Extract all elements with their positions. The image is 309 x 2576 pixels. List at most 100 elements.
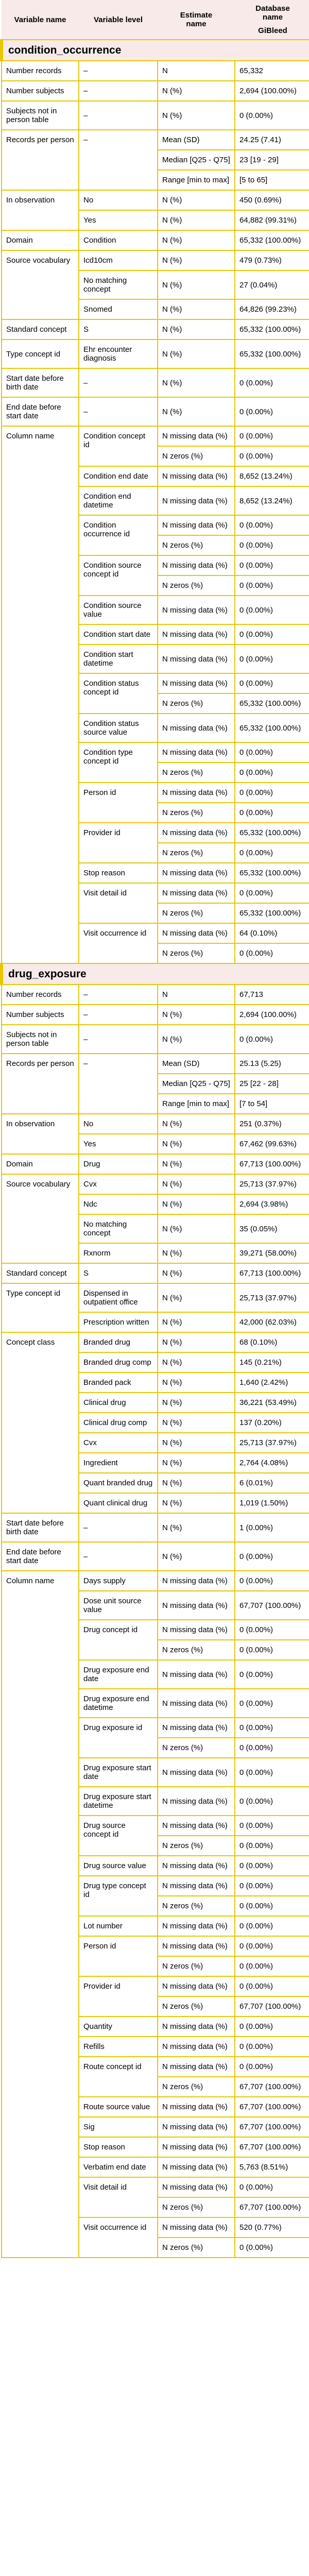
- variable-cell: Source vocabulary: [1, 1174, 79, 1264]
- data-row: Drug exposure start date N missing data (…: [2, 1757, 309, 1787]
- value-cell: 0 (0.00%): [234, 644, 309, 674]
- estimate-cell: N (%): [157, 230, 235, 251]
- level-cell: Dispensed in outpatient office: [78, 1283, 158, 1313]
- value-cell: 0 (0.00%): [234, 1875, 309, 1896]
- value-cell: 67,707 (100.00%): [234, 2096, 309, 2117]
- data-row: N zeros (%) 67,707 (100.00%): [2, 1996, 309, 2017]
- value-cell: 0 (0.00%): [234, 2056, 309, 2077]
- estimate-cell: N missing data (%): [157, 2056, 235, 2077]
- variable-cell: Number subjects: [1, 1004, 79, 1025]
- value-cell: 0 (0.00%): [234, 2237, 309, 2258]
- level-cell: Condition occurrence id: [78, 515, 158, 556]
- data-row: N zeros (%) 0 (0.00%): [2, 1737, 309, 1758]
- data-row: Condition end date N missing data (%) 8,65…: [2, 466, 309, 487]
- level-cell: Route concept id: [78, 2056, 158, 2097]
- variable-cell: In observation: [1, 1113, 79, 1155]
- estimate-cell: N (%): [157, 270, 235, 300]
- level-cell: Quantity: [78, 2016, 158, 2037]
- value-cell: 65,332 (100.00%): [234, 693, 309, 714]
- data-row: In observation No N (%) 450 (0.69%): [1, 190, 309, 231]
- data-row: Drug exposure end datetime N missing data…: [2, 1688, 309, 1718]
- value-cell: 0 (0.00%): [234, 1659, 309, 1689]
- data-row: Refills N missing data (%) 0 (0.00%): [2, 2036, 309, 2057]
- data-row: Number records – N 65,332: [1, 60, 309, 81]
- value-cell: 0 (0.00%): [234, 782, 309, 803]
- variable-cell: Concept class: [1, 1332, 79, 1514]
- group-row: condition_occurrence: [0, 39, 309, 61]
- data-row: Standard concept S N (%) 65,332 (100.00%): [1, 319, 309, 340]
- data-row: End date before start date – N (%) 0 (0.00%…: [1, 397, 309, 427]
- level-cell: Refills: [78, 2036, 158, 2057]
- estimate-cell: N missing data (%): [157, 515, 235, 536]
- data-row: Visit occurrence id N missing data (%) 520…: [2, 2217, 309, 2258]
- value-cell: 65,332 (100.00%): [234, 339, 309, 369]
- estimate-cell: N zeros (%): [157, 535, 235, 556]
- variable-cell: Number subjects: [1, 80, 79, 101]
- level-cell: –: [78, 1024, 158, 1054]
- value-cell: 0 (0.00%): [234, 1895, 309, 1917]
- estimate-cell: N missing data (%): [157, 1855, 235, 1876]
- level-cell: Ndc: [78, 1194, 158, 1215]
- value-cell: 0 (0.00%): [234, 535, 309, 556]
- value-cell: 65,332 (100.00%): [234, 713, 309, 743]
- estimate-cell: N (%): [157, 1263, 235, 1284]
- estimate-cell: N (%): [157, 1174, 235, 1195]
- level-cell: Prescription written: [78, 1312, 158, 1333]
- data-row: Branded pack N (%) 1,640 (2.42%): [2, 1372, 309, 1393]
- data-row: Column name Condition concept id N missing…: [1, 426, 309, 964]
- table-body: condition_occurrence Number records – N 65,3…: [0, 39, 309, 2258]
- value-cell: 0 (0.00%): [234, 1835, 309, 1856]
- data-row: Start date before birth date – N (%) 0 (0.0…: [1, 368, 309, 398]
- data-row: Visit detail id N missing data (%) 0 (0.00…: [2, 883, 309, 924]
- level-cell: Drug concept id: [78, 1619, 158, 1660]
- level-cell: Cvx: [78, 1432, 158, 1453]
- estimate-cell: N zeros (%): [157, 903, 235, 924]
- level-cell: Visit occurrence id: [78, 2217, 158, 2258]
- estimate-cell: N zeros (%): [157, 943, 235, 964]
- value-cell: 0 (0.00%): [234, 555, 309, 576]
- value-cell: 0 (0.00%): [234, 426, 309, 447]
- value-cell: 0 (0.00%): [234, 397, 309, 427]
- estimate-cell: N missing data (%): [157, 782, 235, 803]
- estimate-cell: N (%): [157, 319, 235, 340]
- estimate-cell: N missing data (%): [157, 1570, 235, 1591]
- estimate-cell: N (%): [157, 190, 235, 211]
- value-cell: [7 to 54]: [234, 1093, 309, 1114]
- estimate-cell: N missing data (%): [157, 1757, 235, 1787]
- level-cell: Condition source value: [78, 595, 158, 625]
- summary-table: Variable name Variable level Estimate na…: [0, 0, 309, 2258]
- value-cell: 0 (0.00%): [234, 762, 309, 783]
- estimate-cell: N missing data (%): [157, 2096, 235, 2117]
- level-cell: Visit detail id: [78, 883, 158, 924]
- group-header-drug_exposure: drug_exposure: [0, 963, 309, 985]
- value-cell: 0 (0.00%): [234, 1541, 309, 1571]
- variable-cell: Type concept id: [1, 1283, 79, 1333]
- level-cell: –: [78, 1541, 158, 1571]
- data-row: Yes N (%) 64,882 (99.31%): [2, 210, 309, 231]
- value-cell: 27 (0.04%): [234, 270, 309, 300]
- level-cell: Snomed: [78, 299, 158, 320]
- estimate-cell: N: [157, 984, 235, 1005]
- estimate-cell: N (%): [157, 1513, 235, 1543]
- level-cell: Condition concept id: [78, 426, 158, 467]
- data-row: Stop reason N missing data (%) 67,707 (100…: [2, 2137, 309, 2158]
- level-cell: No: [78, 1113, 158, 1134]
- estimate-cell: N zeros (%): [157, 2076, 235, 2097]
- data-row: N zeros (%) 67,707 (100.00%): [2, 2076, 309, 2097]
- value-cell: 23 [19 - 29]: [234, 149, 309, 171]
- estimate-cell: N missing data (%): [157, 595, 235, 625]
- level-cell: No: [78, 190, 158, 211]
- level-cell: Person id: [78, 1936, 158, 1977]
- value-cell: 0 (0.00%): [234, 1936, 309, 1957]
- level-cell: Drug source value: [78, 1855, 158, 1876]
- estimate-cell: N missing data (%): [157, 2157, 235, 2178]
- data-row: Provider id N missing data (%) 65,332 (100…: [2, 822, 309, 863]
- table-header-row: Variable name Variable level Estimate na…: [2, 0, 309, 40]
- level-cell: –: [78, 984, 158, 1005]
- estimate-cell: N zeros (%): [157, 842, 235, 863]
- level-cell: Branded drug: [78, 1332, 158, 1353]
- level-cell: Condition start date: [78, 624, 158, 645]
- data-row: N zeros (%) 0 (0.00%): [2, 762, 309, 783]
- data-row: Standard concept S N (%) 67,713 (100.00%): [1, 1263, 309, 1284]
- estimate-cell: N missing data (%): [157, 644, 235, 674]
